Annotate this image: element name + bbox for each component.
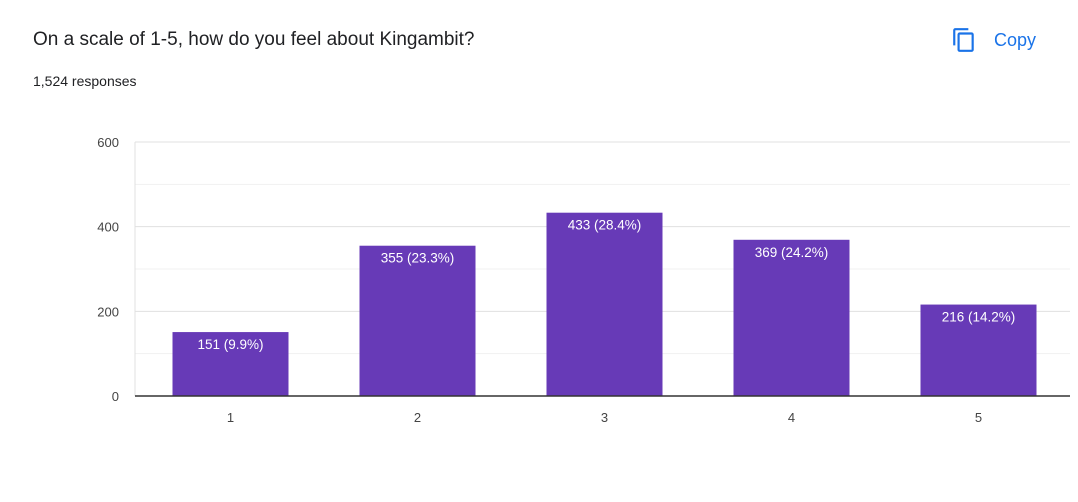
data-label: 369 (24.2%) xyxy=(755,245,829,260)
x-tick-label: 4 xyxy=(788,410,795,425)
copy-button-label: Copy xyxy=(994,29,1037,50)
data-label: 433 (28.4%) xyxy=(568,218,642,233)
x-tick-label: 3 xyxy=(601,410,608,425)
bar xyxy=(733,239,850,396)
y-tick-label: 600 xyxy=(97,135,119,150)
bar xyxy=(359,245,476,396)
bar xyxy=(546,212,663,396)
y-tick-label: 0 xyxy=(112,389,119,404)
y-tick-label: 400 xyxy=(97,220,119,235)
bar xyxy=(172,332,289,396)
copy-button[interactable]: Copy xyxy=(950,22,1036,58)
y-tick-label: 200 xyxy=(97,304,119,319)
data-label: 151 (9.9%) xyxy=(197,337,263,352)
copy-icon xyxy=(950,26,978,54)
data-label: 216 (14.2%) xyxy=(942,310,1016,325)
bar xyxy=(920,304,1037,396)
question-title: On a scale of 1-5, how do you feel about… xyxy=(33,29,475,50)
x-tick-label: 2 xyxy=(414,410,421,425)
data-label: 355 (23.3%) xyxy=(381,251,455,266)
responses-count: 1,524 responses xyxy=(33,73,137,89)
x-tick-label: 1 xyxy=(227,410,234,425)
x-tick-label: 5 xyxy=(975,410,982,425)
